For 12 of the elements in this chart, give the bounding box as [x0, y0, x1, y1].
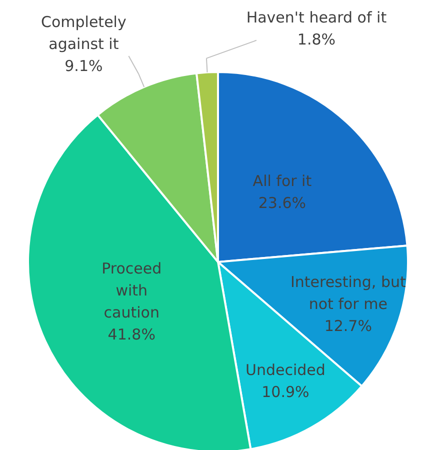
slice-label: Completely against it — [41, 13, 126, 54]
slice-label: Undecided — [246, 361, 326, 380]
data-label: 10.9% — [262, 383, 310, 402]
data-label: 23.6% — [258, 194, 306, 212]
slice-label: Interesting, but not for me — [290, 273, 406, 314]
data-label: 9.1% — [64, 57, 103, 76]
slice-label: Proceed with caution — [102, 260, 162, 322]
slice-label: Haven't heard of it — [246, 8, 387, 26]
data-label: 1.8% — [297, 30, 336, 48]
data-label: 12.7% — [324, 317, 372, 336]
slice-label: All for it — [252, 172, 312, 190]
data-label: 41.8% — [108, 326, 156, 344]
